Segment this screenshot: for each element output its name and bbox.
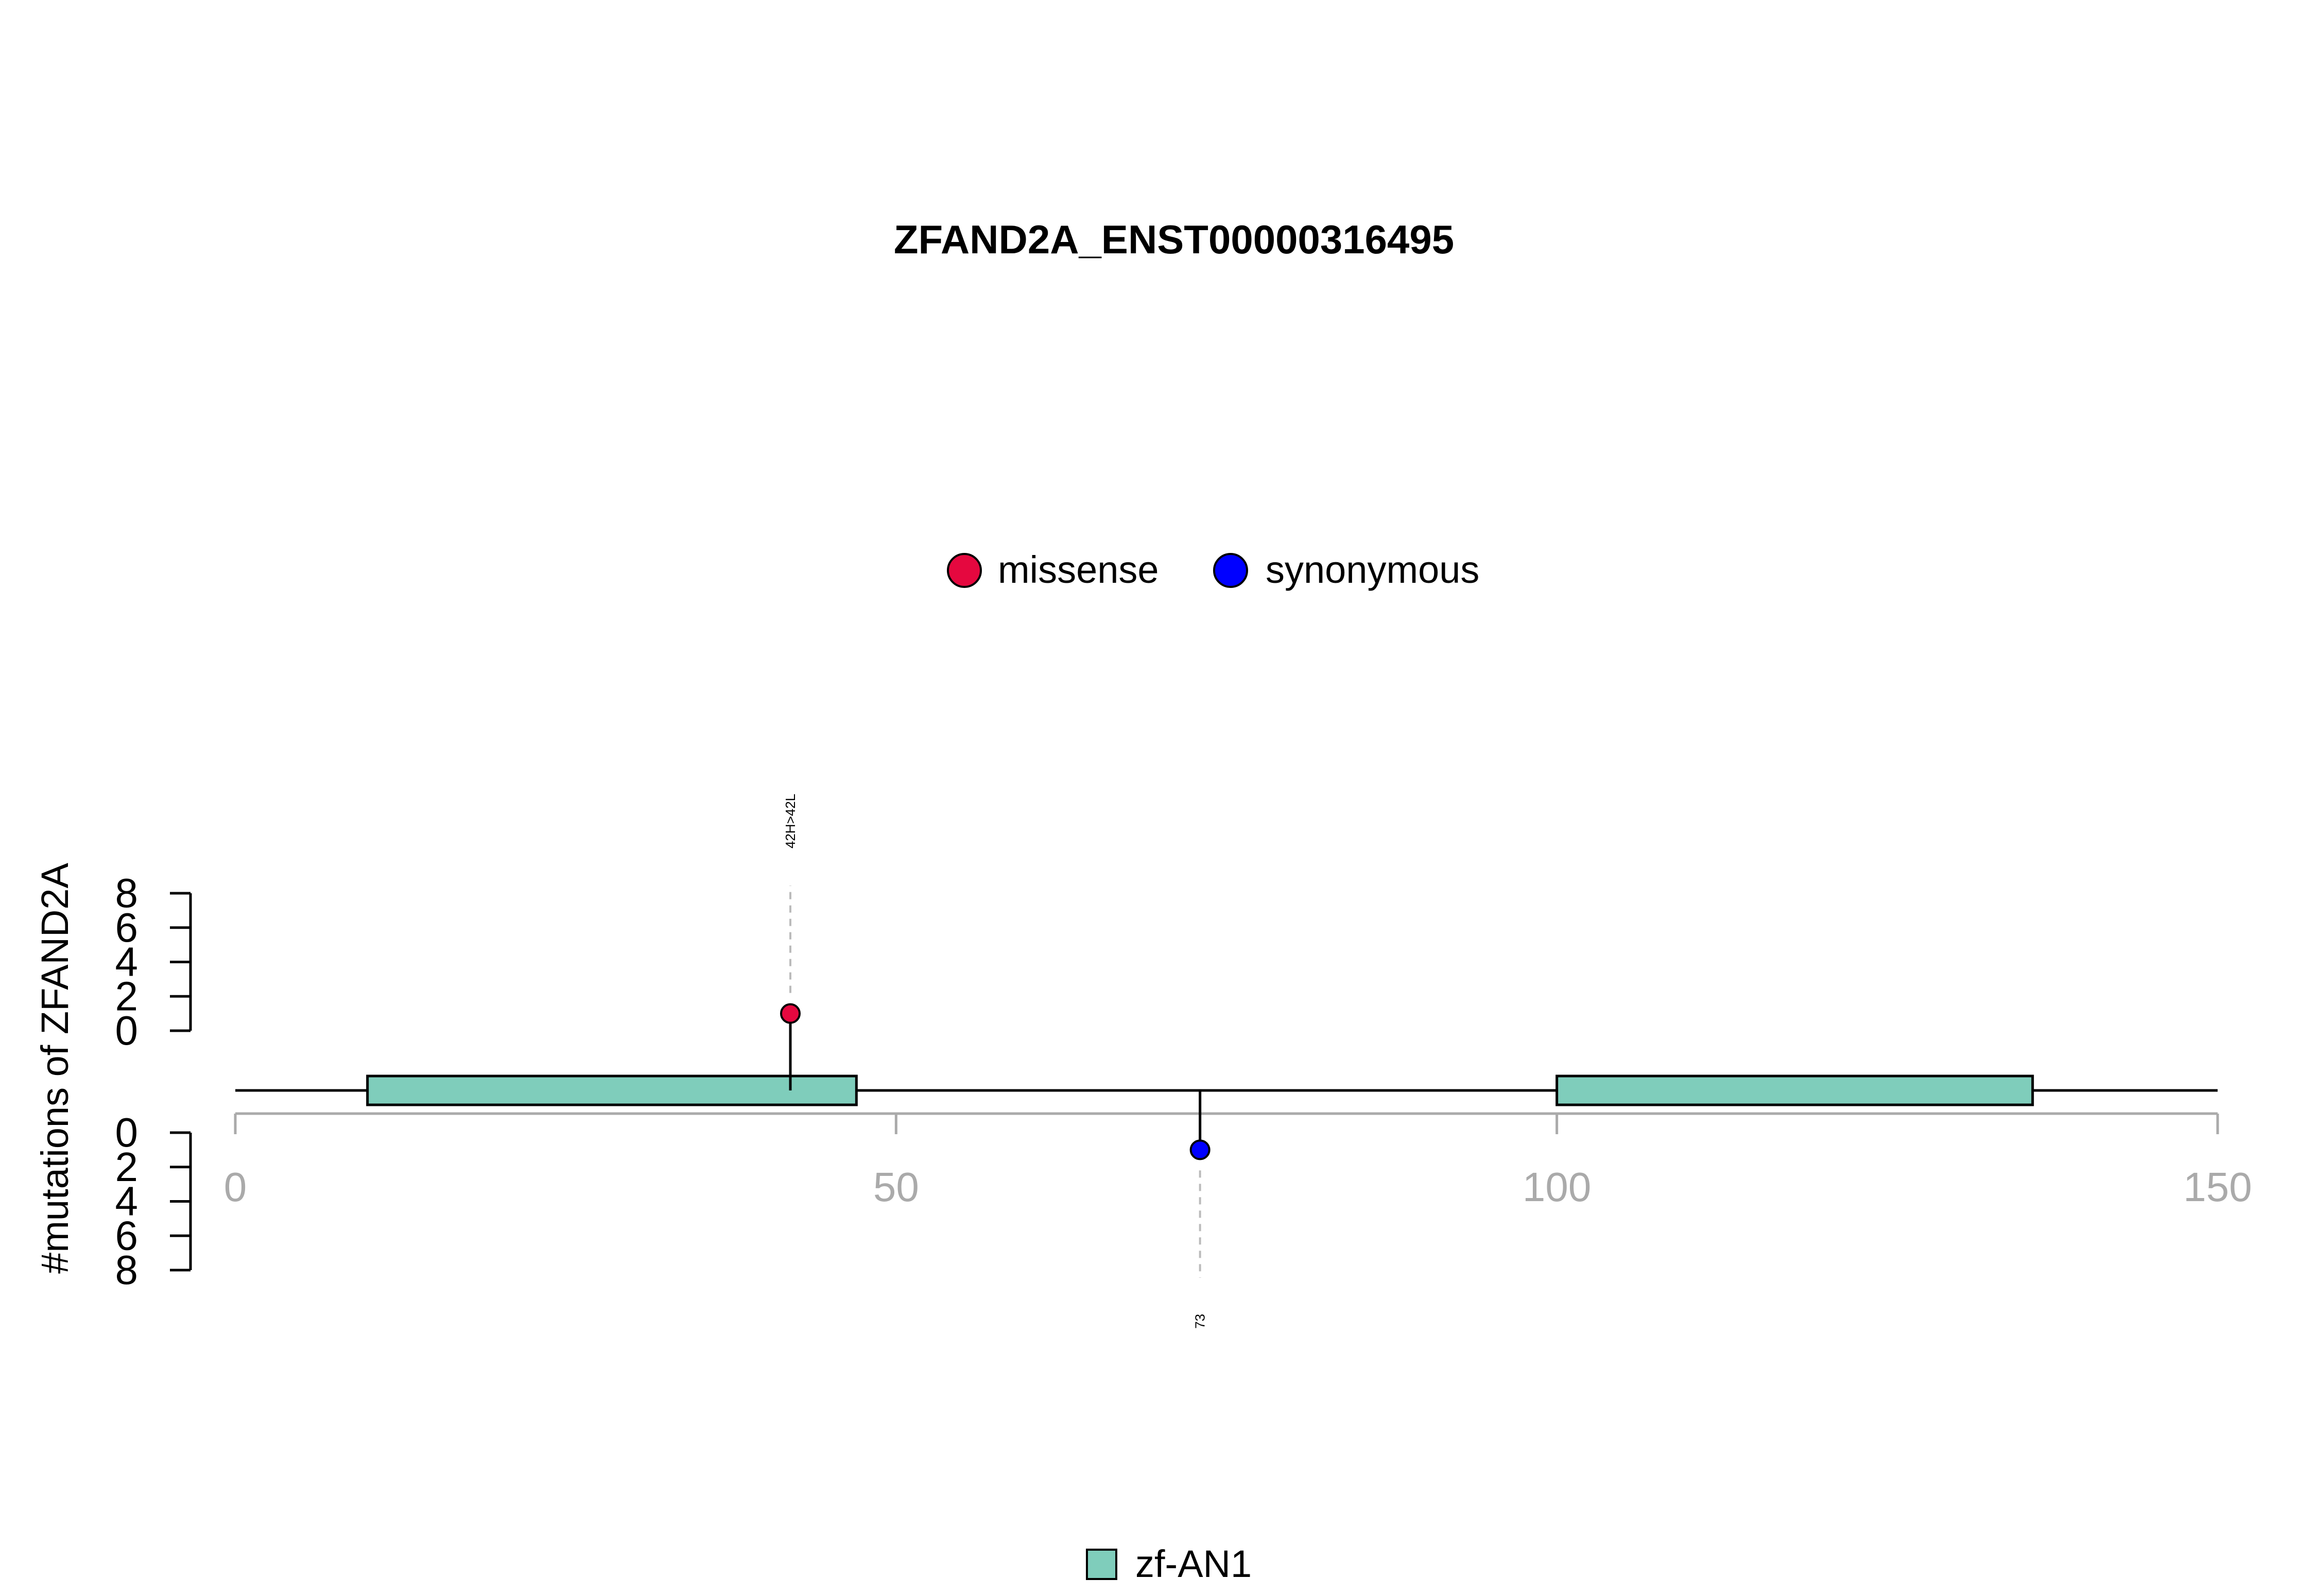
legend-marker-synonymous (1213, 553, 1248, 588)
x-tick-label: 50 (873, 1164, 919, 1210)
domain-box (366, 1074, 858, 1106)
chart-title: ZFAND2A_ENST00000316495 (894, 217, 1454, 262)
y-axis-label: #mutations of ZFAND2A (33, 862, 76, 1274)
x-tick-label: 0 (224, 1164, 247, 1210)
y-tick-label-bottom: 6 (115, 1212, 139, 1258)
legend-marker-missense (947, 553, 982, 588)
y-tick-label-bottom: 2 (115, 1144, 139, 1190)
mutation-point (1189, 1139, 1211, 1160)
y-tick-label-bottom: 8 (115, 1247, 139, 1293)
y-tick-label-top: 2 (115, 973, 139, 1019)
y-tick-label-top: 4 (115, 939, 139, 985)
x-tick-label: 150 (2183, 1164, 2252, 1210)
protein-domains (366, 1074, 2034, 1106)
domain-legend: zf-AN1 (1086, 1542, 1252, 1585)
mutation-point (780, 1003, 801, 1024)
y-tick-label-top: 8 (115, 870, 139, 916)
mutation-label: 42H>42L (783, 794, 798, 848)
domain-legend-swatch (1086, 1549, 1117, 1580)
legend-label-synonymous: synonymous (1266, 548, 1479, 591)
y-tick-label-top: 0 (115, 1008, 139, 1053)
y-tick-label-bottom: 4 (115, 1178, 139, 1224)
legend-label-missense: missense (998, 548, 1159, 591)
x-axis: 0 50 100 150 (224, 1112, 2252, 1210)
domain-legend-label: zf-AN1 (1135, 1542, 1252, 1585)
y-tick-label-bottom: 0 (115, 1109, 139, 1155)
x-tick-label: 100 (1523, 1164, 1591, 1210)
y-tick-label-top: 6 (115, 905, 139, 950)
mutation-lollipops: 42H>42L 73 (780, 794, 1211, 1329)
domain-box (1555, 1074, 2034, 1106)
legend: missense synonymous (947, 548, 1479, 591)
mutation-label: 73 (1192, 1314, 1208, 1329)
